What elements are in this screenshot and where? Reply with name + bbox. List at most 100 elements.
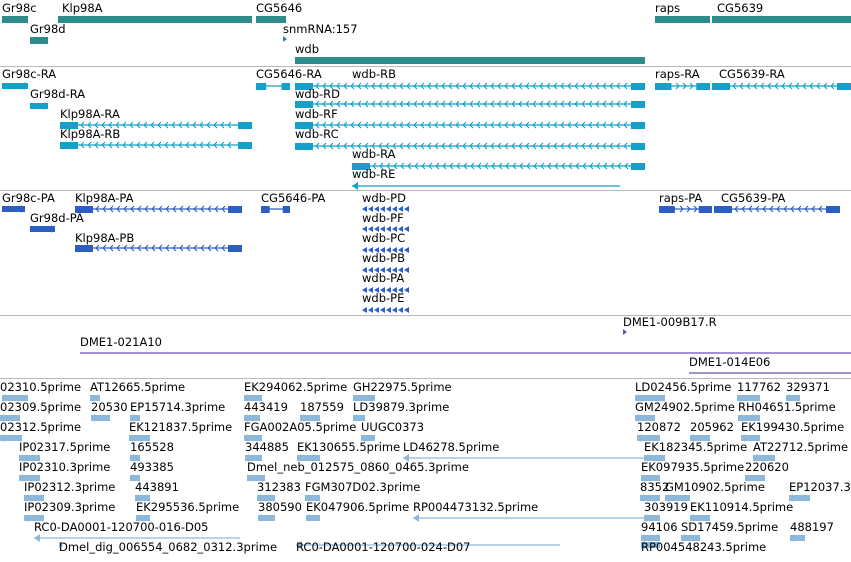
feature-bar[interactable] bbox=[644, 455, 665, 461]
exon-chevron[interactable] bbox=[398, 206, 403, 212]
est-feature[interactable]: 02310.5prime bbox=[0, 380, 81, 402]
feature-bar[interactable] bbox=[738, 415, 760, 421]
feature-bar[interactable] bbox=[19, 455, 40, 461]
est-feature[interactable]: EK121837.5prime bbox=[129, 420, 232, 442]
exon-block[interactable] bbox=[631, 83, 645, 90]
protein-feature[interactable]: wdb-PD bbox=[362, 191, 409, 212]
feature-bar[interactable] bbox=[91, 415, 110, 421]
est-feature[interactable]: 02312.5prime bbox=[0, 420, 81, 442]
exon-block[interactable] bbox=[837, 83, 851, 90]
exon-block[interactable] bbox=[712, 83, 730, 90]
exon-chevron[interactable] bbox=[374, 206, 379, 212]
est-feature[interactable]: AT22712.5prime bbox=[753, 440, 848, 462]
exon-block[interactable] bbox=[659, 206, 675, 213]
exon-block[interactable] bbox=[238, 122, 252, 129]
protein-feature[interactable]: CG5646-PA bbox=[261, 191, 326, 213]
exon-chevron[interactable] bbox=[392, 247, 397, 253]
feature-bar[interactable] bbox=[247, 475, 265, 481]
feature-bar[interactable] bbox=[655, 16, 710, 23]
exon-chevron[interactable] bbox=[362, 267, 367, 273]
est-feature[interactable]: FGM307D02.3prime bbox=[305, 480, 420, 502]
exon-chevron[interactable] bbox=[374, 307, 379, 313]
protein-feature[interactable]: wdb-PE bbox=[362, 291, 409, 313]
feature-bar[interactable] bbox=[640, 495, 660, 501]
protein-feature[interactable]: Gr98c-PA bbox=[2, 191, 55, 213]
est-feature[interactable]: UUGC0373 bbox=[361, 420, 424, 442]
est-feature[interactable]: EP12037.3 bbox=[789, 480, 851, 502]
clone-feature[interactable]: DME1-009B17.R bbox=[623, 315, 717, 335]
clone-feature[interactable]: DME1-014E06 bbox=[689, 355, 851, 374]
transcript-feature[interactable]: Gr98c-RA bbox=[2, 67, 56, 90]
est-feature[interactable]: 443419 bbox=[244, 400, 288, 422]
exon-chevron[interactable] bbox=[362, 307, 367, 313]
est-feature[interactable]: 117762 bbox=[737, 380, 781, 402]
est-feature[interactable]: IP02312.3prime bbox=[24, 480, 115, 502]
transcript-feature[interactable]: wdb-RC bbox=[295, 127, 645, 150]
feature-bar[interactable] bbox=[641, 535, 660, 541]
est-feature[interactable]: EK130655.5prime bbox=[297, 440, 400, 462]
exon-chevron[interactable] bbox=[368, 226, 373, 232]
feature-bar[interactable] bbox=[90, 395, 100, 401]
feature-bar[interactable] bbox=[58, 16, 252, 23]
protein-feature[interactable]: wdb-PA bbox=[362, 271, 409, 293]
feature-bar[interactable] bbox=[30, 37, 48, 44]
exon-chevron[interactable] bbox=[398, 247, 403, 253]
gene-feature[interactable]: Gr98c bbox=[2, 1, 37, 23]
gene-feature[interactable]: CG5646 bbox=[256, 1, 302, 23]
feature-bar[interactable] bbox=[690, 435, 710, 441]
exon-chevron[interactable] bbox=[404, 226, 409, 232]
exon-chevron[interactable] bbox=[368, 206, 373, 212]
feature-bar[interactable] bbox=[2, 206, 25, 212]
feature-bar[interactable] bbox=[129, 435, 150, 441]
est-feature[interactable]: EP15714.3prime bbox=[130, 400, 225, 422]
exon-block[interactable] bbox=[714, 206, 732, 213]
exon-chevron[interactable] bbox=[368, 247, 373, 253]
exon-block[interactable] bbox=[655, 83, 672, 90]
exon-chevron[interactable] bbox=[368, 267, 373, 273]
feature-bar[interactable] bbox=[244, 415, 260, 421]
exon-chevron[interactable] bbox=[398, 287, 403, 293]
feature-bar[interactable] bbox=[353, 395, 375, 401]
exon-chevron[interactable] bbox=[404, 267, 409, 273]
feature-bar[interactable] bbox=[741, 435, 760, 441]
est-feature[interactable]: 8352 bbox=[640, 480, 669, 502]
exon-chevron[interactable] bbox=[404, 287, 409, 293]
feature-bar[interactable] bbox=[295, 57, 645, 64]
exon-chevron[interactable] bbox=[380, 267, 385, 273]
exon-chevron[interactable] bbox=[386, 247, 391, 253]
exon-block[interactable] bbox=[696, 83, 710, 90]
exon-block[interactable] bbox=[295, 122, 313, 129]
feature-bar[interactable] bbox=[30, 103, 48, 109]
exon-chevron[interactable] bbox=[374, 226, 379, 232]
exon-chevron[interactable] bbox=[362, 287, 367, 293]
transcript-feature[interactable]: wdb-RB bbox=[295, 67, 645, 90]
feature-arrowhead[interactable] bbox=[623, 329, 627, 335]
est-feature[interactable]: LD46278.5prime bbox=[403, 440, 645, 462]
feature-bar[interactable] bbox=[644, 515, 660, 521]
est-feature[interactable]: 329371 bbox=[786, 380, 830, 402]
protein-feature[interactable]: wdb-PB bbox=[362, 251, 409, 273]
exon-block[interactable] bbox=[295, 83, 313, 90]
est-feature[interactable]: Dmel_dig_006554_0682_0312.3prime bbox=[59, 540, 277, 554]
transcript-feature[interactable]: raps-RA bbox=[655, 67, 710, 90]
est-feature[interactable]: SD17459.5prime bbox=[681, 520, 778, 542]
feature-bar[interactable] bbox=[712, 16, 851, 23]
exon-block[interactable] bbox=[228, 245, 242, 252]
feature-bar[interactable] bbox=[258, 515, 275, 521]
protein-feature[interactable]: Gr98d-PA bbox=[30, 211, 84, 233]
est-feature[interactable]: AT12665.5prime bbox=[90, 380, 185, 401]
exon-block[interactable] bbox=[631, 143, 645, 150]
feature-bar[interactable] bbox=[130, 475, 140, 481]
gene-feature[interactable]: Klp98A bbox=[58, 1, 252, 23]
gene-feature[interactable]: raps bbox=[655, 1, 710, 23]
protein-feature[interactable]: Klp98A-PA bbox=[75, 191, 242, 213]
exon-chevron[interactable] bbox=[392, 267, 397, 273]
est-feature[interactable]: 312383 bbox=[257, 480, 301, 502]
transcript-feature[interactable]: wdb-RE bbox=[352, 167, 620, 190]
feature-bar[interactable] bbox=[306, 515, 320, 521]
est-feature[interactable]: IP02309.3prime bbox=[24, 500, 115, 522]
feature-bar[interactable] bbox=[637, 435, 660, 441]
est-feature[interactable]: FGA002A05.5prime bbox=[244, 420, 356, 442]
gene-feature[interactable]: wdb bbox=[295, 42, 645, 64]
